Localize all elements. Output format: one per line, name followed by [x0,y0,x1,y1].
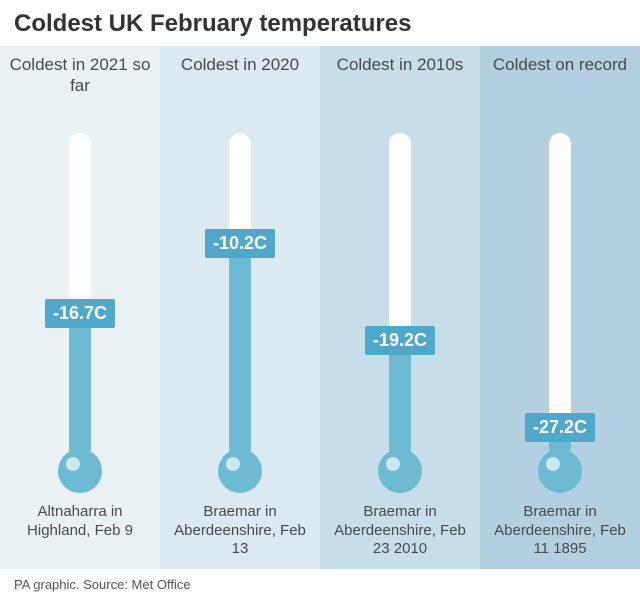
data-column: Coldest on record -27.2C Braemar in Aberde… [480,46,640,569]
thermometer-area: -10.2C [166,108,314,493]
temperature-value-label: -16.7C [45,299,115,328]
thermometer-bulb [218,449,262,493]
thermometer-bulb [58,449,102,493]
data-column: Coldest in 2010s -19.2C Braemar in Aberdee… [320,46,480,569]
thermometer-icon: -19.2C [378,133,422,493]
thermometer-area: -27.2C [486,108,634,493]
temperature-value-label: -19.2C [365,326,435,355]
thermometer-fill [229,244,251,459]
column-subtitle: Coldest in 2021 so far [6,54,154,102]
thermometer-tube [549,133,571,459]
location-caption: Altnaharra in Highland, Feb 9 [6,503,154,559]
temperature-value-label: -10.2C [205,229,275,258]
source-footer: PA graphic. Source: Met Office [0,569,640,602]
thermometer-icon: -27.2C [538,133,582,493]
location-caption: Braemar in Aberdeenshire, Feb 11 1895 [486,503,634,559]
thermometer-bulb [378,449,422,493]
thermometer-area: -19.2C [326,108,474,493]
columns-container: Coldest in 2021 so far -16.7C Altnaharra i… [0,46,640,569]
location-caption: Braemar in Aberdeenshire, Feb 13 [166,503,314,559]
chart-title: Coldest UK February temperatures [0,0,640,46]
thermometer-area: -16.7C [6,108,154,493]
thermometer-fill [69,314,91,459]
thermometer-fill [389,341,411,458]
infographic-root: Coldest UK February temperatures Coldest… [0,0,640,602]
data-column: Coldest in 2020 -10.2C Braemar in Aberdeen… [160,46,320,569]
data-column: Coldest in 2021 so far -16.7C Altnaharra i… [0,46,160,569]
column-subtitle: Coldest on record [493,54,627,102]
column-subtitle: Coldest in 2020 [181,54,299,102]
temperature-value-label: -27.2C [525,413,595,442]
thermometer-bulb [538,449,582,493]
location-caption: Braemar in Aberdeenshire, Feb 23 2010 [326,503,474,559]
column-subtitle: Coldest in 2010s [337,54,464,102]
thermometer-icon: -16.7C [58,133,102,493]
thermometer-icon: -10.2C [218,133,262,493]
